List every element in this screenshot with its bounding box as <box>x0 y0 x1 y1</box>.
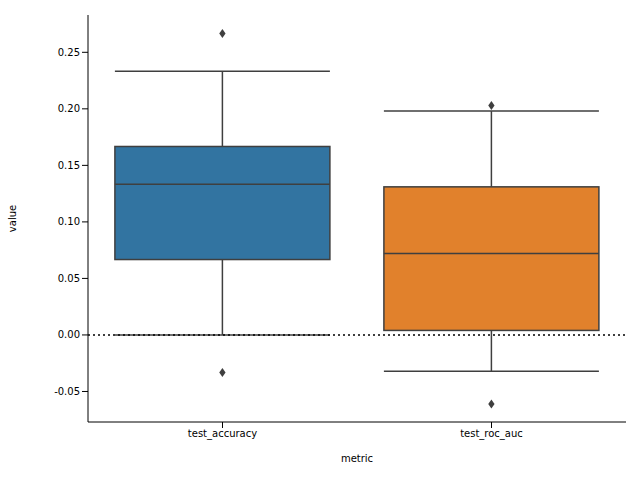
svg-text:0.20: 0.20 <box>58 103 80 114</box>
svg-text:value: value <box>8 205 18 232</box>
svg-text:0.00: 0.00 <box>58 329 80 340</box>
svg-text:test_accuracy: test_accuracy <box>188 428 257 440</box>
svg-text:0.10: 0.10 <box>58 216 80 227</box>
svg-text:0.05: 0.05 <box>58 273 80 284</box>
svg-text:0.25: 0.25 <box>58 47 80 58</box>
svg-text:-0.05: -0.05 <box>54 386 80 397</box>
svg-text:metric: metric <box>341 453 373 464</box>
svg-text:test_roc_auc: test_roc_auc <box>460 428 523 440</box>
svg-text:0.15: 0.15 <box>58 160 80 171</box>
